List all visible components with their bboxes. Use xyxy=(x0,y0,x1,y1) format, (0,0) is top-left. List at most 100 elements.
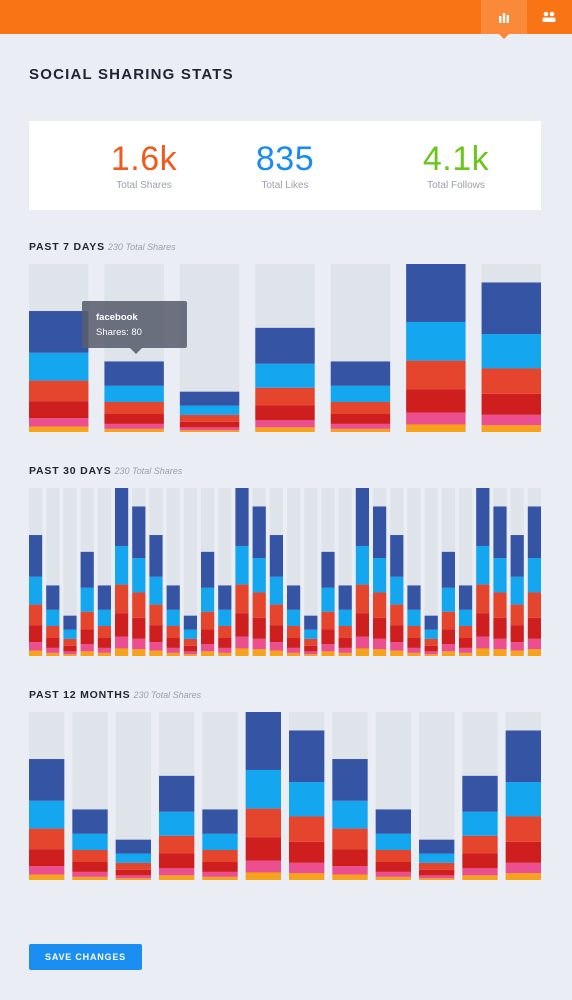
bar-segment xyxy=(179,414,240,422)
section-heading-7-days: PAST 7 DAYS 230 Total Shares xyxy=(29,241,176,253)
chart-past-12-months xyxy=(29,712,541,880)
bar-5[interactable] xyxy=(330,264,391,432)
bar-2[interactable] xyxy=(104,264,164,432)
bar-8[interactable] xyxy=(332,712,368,880)
bar-12[interactable] xyxy=(218,488,232,656)
bar-segment xyxy=(407,585,421,610)
bar-segment xyxy=(245,808,281,838)
bar-segment xyxy=(245,860,281,873)
bar-6[interactable] xyxy=(406,264,466,432)
bar-10[interactable] xyxy=(183,488,197,656)
save-changes-button[interactable]: SAVE CHANGES xyxy=(29,944,142,970)
bar-19[interactable] xyxy=(338,488,352,656)
bar-27[interactable] xyxy=(476,488,490,656)
bar-segment xyxy=(287,638,301,648)
bar-30[interactable] xyxy=(527,488,541,656)
bar-segment xyxy=(269,625,283,643)
bar-segment xyxy=(407,638,421,648)
bar-segment xyxy=(72,850,108,863)
bar-11[interactable] xyxy=(201,488,215,656)
bar-segment xyxy=(510,604,524,626)
bar-21[interactable] xyxy=(373,488,387,656)
bar-11[interactable] xyxy=(462,712,498,880)
section-title: PAST 30 DAYS xyxy=(29,465,112,477)
bar-28[interactable] xyxy=(493,488,507,656)
bar-2[interactable] xyxy=(72,712,108,880)
bar-9[interactable] xyxy=(166,488,180,656)
bar-7[interactable] xyxy=(481,264,541,432)
bar-segment xyxy=(202,876,238,880)
bar-22[interactable] xyxy=(390,488,404,656)
bar-8[interactable] xyxy=(149,488,163,656)
bar-3[interactable] xyxy=(115,712,151,880)
bar-17[interactable] xyxy=(304,488,318,656)
bar-5[interactable] xyxy=(97,488,111,656)
bar-6[interactable] xyxy=(115,488,129,656)
bar-segment xyxy=(424,615,438,630)
bar-segment xyxy=(29,535,43,577)
bar-7[interactable] xyxy=(289,712,325,880)
bar-1[interactable] xyxy=(29,488,43,656)
bar-segment xyxy=(201,629,215,645)
bar-1[interactable] xyxy=(29,712,65,880)
bar-segment xyxy=(63,645,77,652)
bar-16[interactable] xyxy=(287,488,301,656)
stats-tab-button[interactable] xyxy=(481,0,527,39)
bar-segment xyxy=(179,430,240,432)
bar-segment xyxy=(406,360,466,390)
bar-4[interactable] xyxy=(80,488,94,656)
bar-segment xyxy=(476,545,490,585)
bar-segment xyxy=(72,871,108,877)
bar-segment xyxy=(527,592,541,618)
bar-13[interactable] xyxy=(235,488,249,656)
bar-segment xyxy=(159,868,195,876)
bar-4[interactable] xyxy=(159,712,195,880)
bar-18[interactable] xyxy=(321,488,335,656)
bar-segment xyxy=(218,609,232,627)
bar-segment xyxy=(289,873,325,880)
bar-9[interactable] xyxy=(375,712,411,880)
bar-segment xyxy=(419,875,455,879)
bar-2[interactable] xyxy=(46,488,60,656)
stacked-bar-chart xyxy=(29,264,541,432)
bar-1[interactable] xyxy=(29,264,89,432)
stacked-bar-chart xyxy=(29,488,541,656)
bar-segment xyxy=(375,871,411,877)
bar-20[interactable] xyxy=(355,488,369,656)
bar-segment xyxy=(304,615,318,630)
bar-segment xyxy=(29,418,89,427)
bar-segment xyxy=(330,428,391,432)
bar-segment xyxy=(115,648,129,656)
bar-6[interactable] xyxy=(245,712,281,880)
bar-segment xyxy=(289,730,325,783)
bar-3[interactable] xyxy=(179,264,240,432)
bar-12[interactable] xyxy=(505,712,541,880)
bar-segment xyxy=(289,862,325,874)
stat-total-likes: 835 Total Likes xyxy=(200,139,370,191)
bar-10[interactable] xyxy=(419,712,455,880)
bar-25[interactable] xyxy=(441,488,455,656)
bar-segment xyxy=(330,414,391,424)
bar-5[interactable] xyxy=(202,712,238,880)
bar-4[interactable] xyxy=(255,264,315,432)
bar-segment xyxy=(115,584,129,614)
bar-23[interactable] xyxy=(407,488,421,656)
bar-15[interactable] xyxy=(269,488,283,656)
bar-segment xyxy=(493,638,507,650)
bar-26[interactable] xyxy=(459,488,473,656)
bar-segment xyxy=(201,611,215,630)
bar-7[interactable] xyxy=(132,488,146,656)
bar-segment xyxy=(321,587,335,612)
bar-segment xyxy=(287,652,301,656)
bar-segment xyxy=(459,652,473,656)
bar-14[interactable] xyxy=(252,488,266,656)
bar-segment xyxy=(406,412,466,425)
users-tab-button[interactable] xyxy=(526,0,572,34)
bar-29[interactable] xyxy=(510,488,524,656)
bar-3[interactable] xyxy=(63,488,77,656)
bar-segment xyxy=(390,650,404,656)
bar-segment xyxy=(269,642,283,651)
bar-24[interactable] xyxy=(424,488,438,656)
bar-segment xyxy=(115,545,129,585)
bar-segment xyxy=(252,506,266,559)
